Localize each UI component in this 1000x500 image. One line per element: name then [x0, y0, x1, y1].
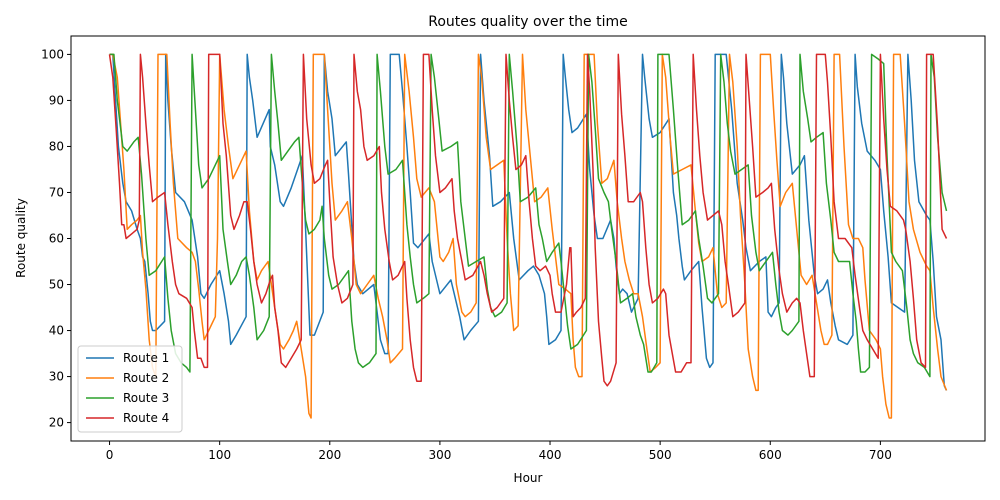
y-tick-label: 100 — [41, 47, 64, 61]
x-tick-label: 700 — [869, 448, 892, 462]
legend-label-route-4: Route 4 — [123, 411, 169, 425]
series-line-route-2 — [109, 53, 948, 419]
y-axis: 20 30 40 50 60 70 80 90 100 — [41, 47, 71, 430]
x-tick-label: 600 — [759, 448, 782, 462]
legend-label-route-3: Route 3 — [123, 391, 169, 405]
chart-title: Routes quality over the time — [428, 14, 627, 30]
y-tick-label: 60 — [49, 232, 64, 246]
legend-box — [77, 345, 183, 433]
y-axis-title: Route quality — [14, 198, 28, 278]
legend: Route 1 Route 2 Route 3 Route 4 — [77, 345, 183, 433]
lines-layer — [108, 53, 948, 419]
x-axis: 0 100 200 300 400 500 600 700 — [106, 441, 892, 462]
legend-label-route-1: Route 1 — [123, 351, 169, 365]
x-tick-label: 100 — [208, 448, 231, 462]
x-tick-label: 200 — [318, 448, 341, 462]
x-tick-label: 0 — [106, 448, 114, 462]
x-axis-title: Hour — [514, 471, 543, 485]
y-tick-label: 90 — [49, 93, 64, 107]
y-tick-label: 40 — [49, 324, 64, 338]
x-tick-label: 400 — [539, 448, 562, 462]
y-tick-label: 80 — [49, 139, 64, 153]
x-tick-label: 300 — [428, 448, 451, 462]
y-tick-label: 50 — [49, 278, 64, 292]
series-line-route-3 — [109, 53, 948, 378]
legend-label-route-2: Route 2 — [123, 371, 169, 385]
y-tick-label: 30 — [49, 370, 64, 384]
series-line-route-4 — [108, 53, 948, 387]
y-tick-label: 70 — [49, 185, 64, 199]
x-tick-label: 500 — [649, 448, 672, 462]
y-tick-label: 20 — [49, 416, 64, 430]
